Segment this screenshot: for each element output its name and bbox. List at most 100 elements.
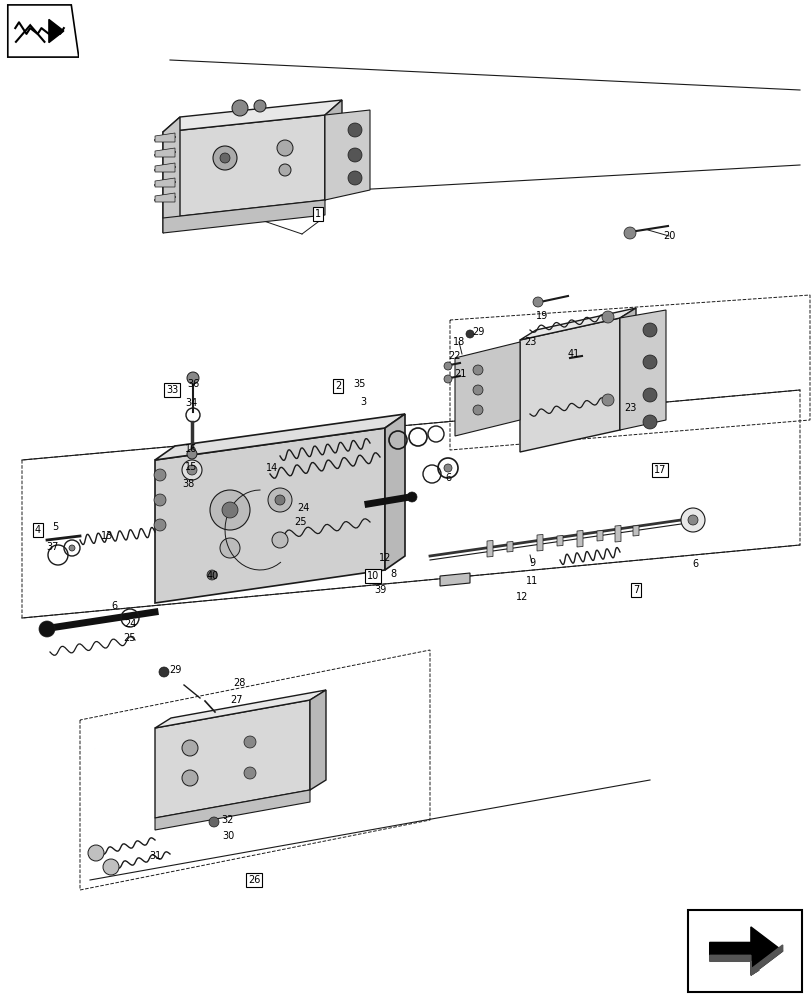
Text: 23: 23 [523,337,535,347]
Text: 1: 1 [315,209,320,219]
Circle shape [221,502,238,518]
Circle shape [642,388,656,402]
Text: 10: 10 [367,571,379,581]
Text: 25: 25 [294,517,307,527]
Text: 34: 34 [185,398,197,408]
Circle shape [232,100,247,116]
Polygon shape [155,690,325,728]
Circle shape [187,449,197,459]
Circle shape [210,490,250,530]
Text: 29: 29 [169,665,181,675]
Polygon shape [556,536,562,546]
Polygon shape [440,573,470,586]
Polygon shape [709,927,782,975]
Circle shape [220,153,230,163]
Circle shape [687,515,697,525]
Text: 6: 6 [444,473,450,483]
Text: 7: 7 [632,585,638,595]
Polygon shape [163,115,324,218]
Polygon shape [324,110,370,200]
Polygon shape [620,308,635,430]
Polygon shape [620,310,665,430]
Polygon shape [487,540,492,557]
Circle shape [207,570,217,580]
Text: 37: 37 [47,542,59,552]
Polygon shape [49,19,64,43]
Text: 36: 36 [187,379,199,389]
Circle shape [187,465,197,475]
Text: 15: 15 [185,462,197,472]
Polygon shape [163,200,324,233]
Text: 29: 29 [471,327,483,337]
Circle shape [680,508,704,532]
Circle shape [275,495,285,505]
Circle shape [254,100,266,112]
Polygon shape [506,542,513,552]
Circle shape [623,227,635,239]
Polygon shape [155,414,405,460]
Text: 31: 31 [148,851,161,861]
Polygon shape [519,318,620,452]
Circle shape [277,140,293,156]
Text: 22: 22 [448,351,461,361]
Circle shape [532,297,543,307]
Circle shape [601,394,613,406]
Circle shape [243,767,255,779]
Polygon shape [310,690,325,790]
Text: 32: 32 [221,815,234,825]
Polygon shape [163,100,341,132]
Circle shape [69,545,75,551]
Text: 41: 41 [567,349,579,359]
Circle shape [88,845,104,861]
Text: 2: 2 [334,381,341,391]
Text: 5: 5 [52,522,58,532]
Text: 38: 38 [182,479,194,489]
Text: 19: 19 [535,311,547,321]
Circle shape [642,355,656,369]
Text: 3: 3 [359,397,366,407]
Text: 8: 8 [389,569,396,579]
Text: 39: 39 [373,585,386,595]
Circle shape [601,311,613,323]
Polygon shape [614,526,620,542]
Text: 11: 11 [526,576,538,586]
Circle shape [182,740,198,756]
Circle shape [220,538,240,558]
Polygon shape [454,342,519,436]
Text: 18: 18 [453,337,465,347]
Text: 9: 9 [528,558,534,568]
Polygon shape [155,193,175,202]
Circle shape [348,123,362,137]
Polygon shape [596,530,603,541]
Text: 27: 27 [230,695,243,705]
Polygon shape [155,148,175,157]
Circle shape [39,621,55,637]
Polygon shape [155,133,175,142]
Circle shape [154,494,165,506]
Polygon shape [577,530,582,547]
Polygon shape [536,534,543,551]
Text: 24: 24 [297,503,309,513]
Text: 24: 24 [123,619,136,629]
Circle shape [212,146,237,170]
Text: 28: 28 [233,678,245,688]
Polygon shape [633,526,638,536]
Text: 13: 13 [101,531,113,541]
Circle shape [406,492,417,502]
Circle shape [208,817,219,827]
Circle shape [159,667,169,677]
Polygon shape [155,700,310,818]
Text: 12: 12 [515,592,527,602]
Circle shape [473,385,483,395]
Text: 16: 16 [185,444,197,454]
Circle shape [473,405,483,415]
Polygon shape [155,178,175,187]
Circle shape [444,375,452,383]
Text: 35: 35 [354,379,366,389]
Circle shape [243,736,255,748]
Polygon shape [8,5,79,57]
Circle shape [154,469,165,481]
Text: 6: 6 [111,601,117,611]
Circle shape [279,164,290,176]
Circle shape [473,365,483,375]
